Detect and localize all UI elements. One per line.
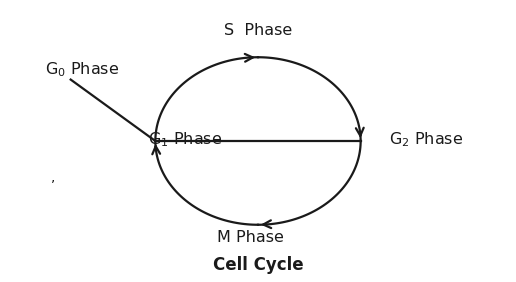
Text: G$_2$ Phase: G$_2$ Phase	[389, 130, 463, 149]
Text: S  Phase: S Phase	[224, 23, 292, 38]
Text: G$_1$ Phase: G$_1$ Phase	[148, 130, 222, 149]
Text: M Phase: M Phase	[217, 230, 284, 245]
Text: Cell Cycle: Cell Cycle	[213, 256, 303, 274]
Text: G$_0$ Phase: G$_0$ Phase	[45, 60, 119, 79]
Text: ,: ,	[51, 170, 55, 184]
